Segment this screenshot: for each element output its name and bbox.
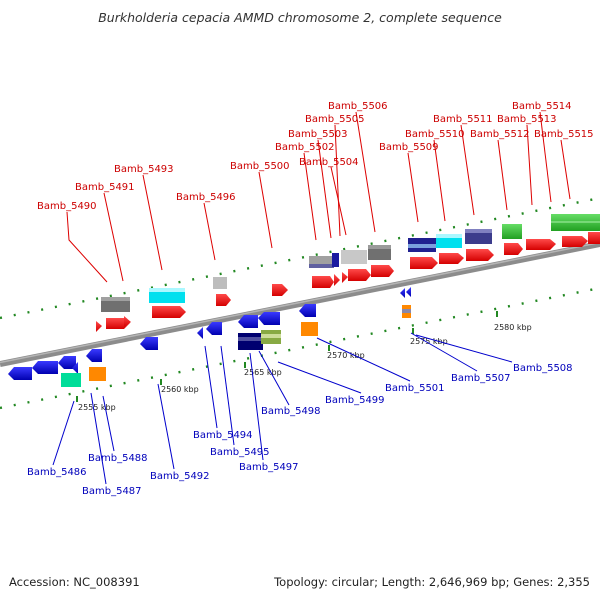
gene-label-5513[interactable]: Bamb_5513 <box>497 114 557 125</box>
gene-arrow[interactable] <box>410 257 438 269</box>
gene-label-5492[interactable]: Bamb_5492 <box>150 471 210 482</box>
tick-label-2560: 2560 kbp <box>161 385 199 394</box>
gene-box[interactable] <box>213 277 227 289</box>
gene-arrow[interactable] <box>238 315 258 328</box>
gene-label-5495[interactable]: Bamb_5495 <box>210 447 270 458</box>
gene-arrow[interactable] <box>342 272 348 283</box>
gene-arrow[interactable] <box>406 287 411 297</box>
tick-labels: 2555 kbp 2560 kbp 2565 kbp 2570 kbp 2575… <box>78 323 532 412</box>
gene-arrow[interactable] <box>466 249 494 261</box>
gene-label-5498[interactable]: Bamb_5498 <box>261 406 321 417</box>
gene-arrow[interactable] <box>272 284 288 296</box>
gene-arrow[interactable] <box>124 316 131 327</box>
gene-arrow[interactable] <box>152 306 186 318</box>
gene-arrow[interactable] <box>348 269 371 281</box>
gene-label-5508[interactable]: Bamb_5508 <box>513 363 573 374</box>
gene-box[interactable] <box>61 373 81 387</box>
forward-genes <box>96 214 600 332</box>
gene-arrow[interactable] <box>216 294 231 306</box>
gene-label-5514[interactable]: Bamb_5514 <box>512 101 572 112</box>
gene-label-5501[interactable]: Bamb_5501 <box>385 383 445 394</box>
forward-leader-lines <box>66 111 571 283</box>
gene-arrow[interactable] <box>299 304 316 317</box>
gene-arrow[interactable] <box>504 243 523 255</box>
gene-box[interactable] <box>332 253 339 267</box>
gene-label-5502[interactable]: Bamb_5502 <box>275 142 335 153</box>
reverse-leader-lines <box>52 332 513 485</box>
gene-label-5512[interactable]: Bamb_5512 <box>470 129 530 140</box>
tick-label-2580: 2580 kbp <box>494 323 532 332</box>
chromosome-backbone <box>0 241 600 367</box>
gene-label-5506[interactable]: Bamb_5506 <box>328 101 388 112</box>
accession-text: Accession: NC_008391 <box>9 575 140 589</box>
gene-box[interactable] <box>238 333 263 350</box>
gene-label-5496[interactable]: Bamb_5496 <box>176 192 236 203</box>
gene-arrow[interactable] <box>58 356 76 369</box>
gene-box[interactable] <box>89 367 106 381</box>
gene-label-5486[interactable]: Bamb_5486 <box>27 467 87 478</box>
gene-label-5500[interactable]: Bamb_5500 <box>230 161 290 172</box>
gene-arrow[interactable] <box>197 327 203 339</box>
gene-box[interactable] <box>341 250 367 264</box>
tick-label-2575: 2575 kbp <box>410 337 448 346</box>
gene-label-5491[interactable]: Bamb_5491 <box>75 182 135 193</box>
gene-label-5488[interactable]: Bamb_5488 <box>88 453 148 464</box>
gene-arrow[interactable] <box>206 322 222 335</box>
gene-arrow[interactable] <box>562 236 588 247</box>
gene-arrow[interactable] <box>312 276 334 288</box>
gene-label-5503[interactable]: Bamb_5503 <box>288 129 348 140</box>
gene-arrow[interactable] <box>32 361 58 374</box>
gene-label-5487[interactable]: Bamb_5487 <box>82 486 142 497</box>
gene-arrow[interactable] <box>588 232 600 244</box>
tick-label-2565: 2565 kbp <box>244 368 282 377</box>
gene-label-5504[interactable]: Bamb_5504 <box>299 157 359 168</box>
gene-label-5509[interactable]: Bamb_5509 <box>379 142 439 153</box>
gene-box[interactable] <box>301 322 318 336</box>
gene-arrow[interactable] <box>8 367 32 380</box>
gene-label-5494[interactable]: Bamb_5494 <box>193 430 253 441</box>
gene-label-5493[interactable]: Bamb_5493 <box>114 164 174 175</box>
gene-arrow[interactable] <box>400 288 405 298</box>
reverse-genes <box>8 287 411 387</box>
gene-label-5507[interactable]: Bamb_5507 <box>451 373 511 384</box>
gene-label-5510[interactable]: Bamb_5510 <box>405 129 465 140</box>
tick-marks-major <box>76 311 498 402</box>
gene-box[interactable] <box>502 224 522 239</box>
gene-arrow[interactable] <box>258 312 280 325</box>
gene-arrow[interactable] <box>86 349 102 362</box>
gene-arrow[interactable] <box>96 321 102 332</box>
gene-arrow[interactable] <box>371 265 394 277</box>
gene-label-5499[interactable]: Bamb_5499 <box>325 395 385 406</box>
summary-text: Topology: circular; Length: 2,646,969 bp… <box>273 575 590 589</box>
gene-arrow[interactable] <box>72 362 78 374</box>
tick-label-2570: 2570 kbp <box>327 351 365 360</box>
gene-label-5505[interactable]: Bamb_5505 <box>305 114 365 125</box>
reverse-gene-labels: Bamb_5486 Bamb_5487 Bamb_5488 Bamb_5492 … <box>27 363 573 497</box>
gene-arrow[interactable] <box>140 337 158 350</box>
gene-arrow[interactable] <box>439 253 464 264</box>
gene-label-5511[interactable]: Bamb_5511 <box>433 114 493 125</box>
forward-gene-labels: Bamb_5490 Bamb_5491 Bamb_5493 Bamb_5496 … <box>37 101 594 212</box>
gene-label-5497[interactable]: Bamb_5497 <box>239 462 299 473</box>
tick-label-2555: 2555 kbp <box>78 403 116 412</box>
gene-label-5515[interactable]: Bamb_5515 <box>534 129 594 140</box>
gene-arrow[interactable] <box>526 239 556 250</box>
map-title: Burkholderia cepacia AMMD chromosome 2, … <box>98 10 502 25</box>
gene-label-5490[interactable]: Bamb_5490 <box>37 201 97 212</box>
gene-arrow[interactable] <box>334 274 340 286</box>
